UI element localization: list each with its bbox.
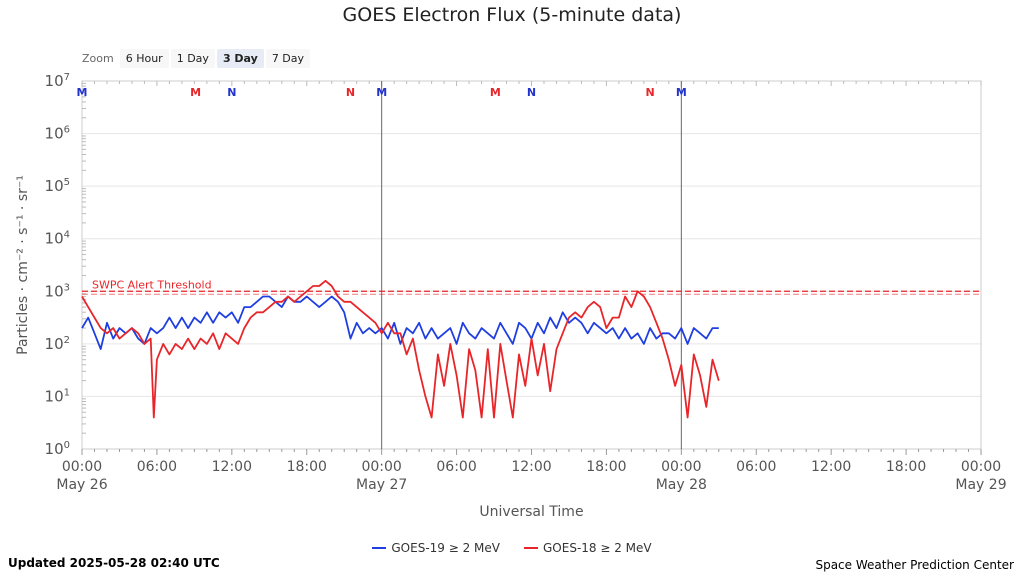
alert-threshold-label: SWPC Alert Threshold (92, 278, 212, 291)
orbit-marker-label: M (490, 86, 501, 99)
orbit-marker-label: N (346, 86, 355, 99)
x-tick-label: 00:00 (62, 459, 102, 475)
x-tick-label: 06:00 (436, 459, 476, 475)
x-tick-label: 12:00 (811, 459, 851, 475)
y-tick-label: 107 (45, 72, 70, 90)
zoom-bar: Zoom 6 Hour 1 Day 3 Day 7 Day (82, 49, 312, 68)
chart-title: GOES Electron Flux (5-minute data) (342, 4, 682, 26)
x-tick-label: 06:00 (736, 459, 776, 475)
x-tick-label: 06:00 (137, 459, 177, 475)
x-date-label: May 26 (56, 477, 107, 493)
y-tick-label: 106 (45, 125, 70, 143)
orbit-marker-label: M (376, 86, 387, 99)
series-line-goes19 (81, 295, 719, 351)
zoom-3-day-button[interactable]: 3 Day (216, 49, 264, 68)
orbit-marker-label: M (190, 86, 201, 99)
y-tick-label: 100 (45, 440, 70, 458)
y-tick-label: 104 (45, 230, 70, 248)
legend-swatch-goes19 (372, 547, 387, 549)
orbit-marker-label: N (227, 86, 236, 99)
x-tick-label: 18:00 (287, 459, 327, 475)
x-tick-label: 12:00 (212, 459, 252, 475)
zoom-6-hour-button[interactable]: 6 Hour (119, 49, 169, 68)
orbit-marker-label: M (676, 86, 687, 99)
x-date-label: May 27 (356, 477, 407, 493)
updated-timestamp: Updated 2025-05-28 02:40 UTC (8, 556, 220, 570)
y-tick-label: 101 (45, 387, 70, 405)
legend-label-goes18: GOES-18 ≥ 2 MeV (543, 541, 652, 555)
x-tick-label: 00:00 (961, 459, 1001, 475)
legend-item-goes18[interactable]: GOES-18 ≥ 2 MeV (524, 541, 652, 555)
y-tick-label: 102 (45, 335, 70, 353)
chart-legend: GOES-19 ≥ 2 MeV GOES-18 ≥ 2 MeV (0, 541, 1024, 555)
credit-text: Space Weather Prediction Center (815, 558, 1014, 572)
legend-item-goes19[interactable]: GOES-19 ≥ 2 MeV (372, 541, 500, 555)
x-date-label: May 28 (656, 477, 707, 493)
x-tick-label: 18:00 (586, 459, 626, 475)
plot-area (81, 80, 982, 450)
zoom-label: Zoom (82, 52, 114, 65)
orbit-marker-label: N (527, 86, 536, 99)
x-date-label: May 29 (955, 477, 1006, 493)
series-line-goes18 (81, 279, 720, 419)
orbit-marker-label: M (77, 86, 88, 99)
y-axis-label: Particles · cm⁻² · s⁻¹ · sr⁻¹ (15, 175, 31, 355)
x-tick-label: 12:00 (511, 459, 551, 475)
zoom-7-day-button[interactable]: 7 Day (265, 49, 311, 68)
x-tick-label: 00:00 (361, 459, 401, 475)
zoom-1-day-button[interactable]: 1 Day (170, 49, 215, 68)
x-axis-label: Universal Time (479, 504, 583, 520)
x-tick-label: 18:00 (886, 459, 926, 475)
x-tick-label: 00:00 (661, 459, 701, 475)
legend-swatch-goes18 (524, 547, 538, 549)
y-tick-label: 105 (45, 177, 70, 195)
orbit-marker-label: N (646, 86, 655, 99)
legend-label-goes19: GOES-19 ≥ 2 MeV (391, 541, 500, 555)
y-tick-label: 103 (45, 282, 70, 300)
